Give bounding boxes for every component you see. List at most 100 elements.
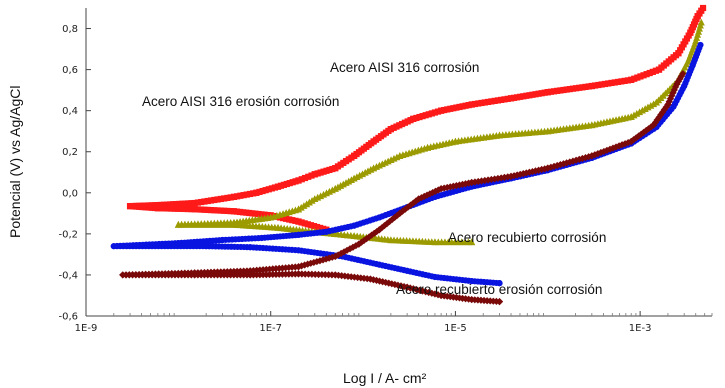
series-marker: [307, 259, 315, 267]
series-marker: [647, 123, 655, 131]
data-point: [247, 244, 254, 251]
series-marker: [237, 192, 244, 199]
series-marker: [443, 183, 451, 192]
data-point: [267, 213, 275, 221]
series-marker: [449, 182, 457, 190]
series-marker: [161, 205, 168, 212]
data-point: [627, 137, 635, 146]
data-point: [332, 165, 339, 172]
series-marker: [672, 83, 680, 91]
data-point: [366, 275, 374, 283]
series-marker: [429, 188, 437, 197]
series-marker: [566, 86, 573, 93]
series-marker: [373, 227, 381, 236]
data-point: [110, 243, 117, 250]
series-marker: [484, 176, 492, 184]
data-point: [154, 202, 161, 209]
data-point: [697, 41, 704, 49]
data-point: [655, 66, 663, 73]
series-marker: [194, 199, 201, 206]
x-tick-label: 1E-5: [444, 323, 467, 334]
series-marker: [207, 206, 215, 214]
series-marker: [585, 153, 593, 161]
data-point: [311, 195, 319, 203]
data-point: [351, 222, 358, 229]
data-point: [468, 178, 476, 187]
series-layer: [110, 4, 707, 306]
series-marker: [375, 277, 384, 285]
annotation-aisi316-corrosion: Acero AISI 316 corrosión: [330, 60, 479, 75]
data-point: [119, 271, 127, 279]
data-point: [370, 138, 377, 145]
series-marker: [601, 80, 609, 88]
data-point: [468, 295, 476, 304]
series-marker: [522, 169, 530, 177]
series-diamond: [119, 70, 687, 306]
data-point: [350, 174, 358, 182]
data-point: [376, 261, 383, 268]
data-point: [295, 218, 302, 225]
series-marker: [301, 261, 309, 269]
series-marker: [550, 88, 558, 95]
data-point: [375, 226, 383, 234]
series-marker: [475, 100, 482, 107]
data-point: [689, 62, 696, 69]
data-point: [355, 240, 363, 248]
data-point: [331, 184, 339, 192]
series-marker: [557, 87, 564, 94]
series-marker: [425, 288, 433, 297]
data-point: [588, 121, 596, 129]
data-point: [246, 267, 254, 275]
series-marker: [669, 89, 677, 97]
data-point: [544, 127, 552, 135]
series-marker: [305, 198, 313, 206]
series-marker: [298, 176, 305, 183]
data-point: [396, 209, 404, 217]
series-marker: [655, 113, 663, 121]
x-tick-label: 1E-9: [75, 323, 98, 334]
data-point: [495, 131, 503, 139]
data-point: [496, 280, 503, 287]
series-marker: [211, 196, 218, 204]
series-marker: [666, 95, 675, 103]
series-marker: [501, 96, 508, 103]
series-marker: [573, 85, 580, 92]
series-marker: [224, 194, 231, 202]
series-marker: [471, 100, 479, 108]
series-marker: [198, 206, 205, 213]
series-marker: [642, 126, 650, 135]
series-marker: [471, 178, 479, 186]
series-marker: [380, 222, 389, 230]
series-marker: [227, 194, 234, 201]
data-point: [174, 220, 182, 228]
y-tick-label: 0,0: [62, 188, 78, 199]
series-marker: [415, 286, 424, 294]
series-marker: [431, 187, 440, 195]
series-marker: [481, 99, 488, 106]
series-marker: [598, 81, 605, 88]
series-marker: [310, 258, 318, 267]
series-marker: [214, 207, 221, 214]
data-point: [697, 18, 705, 26]
series-marker: [553, 161, 561, 170]
data-point: [628, 76, 635, 83]
data-point: [544, 89, 551, 96]
series-marker: [394, 281, 402, 289]
data-point: [191, 199, 198, 207]
series-marker: [611, 79, 618, 86]
series-marker: [487, 175, 495, 184]
annotation-coated-erosion-corrosion: Acero recubierto erosión corrosión: [396, 282, 602, 297]
series-marker: [181, 205, 188, 213]
data-point: [437, 291, 445, 300]
series-marker: [579, 84, 586, 91]
series-marker: [494, 174, 502, 183]
data-point: [253, 189, 260, 196]
data-point: [679, 70, 687, 78]
series-marker: [595, 81, 602, 89]
series-marker: [621, 140, 629, 148]
series-marker: [211, 207, 218, 214]
series-marker: [618, 141, 626, 149]
data-point: [664, 100, 672, 109]
series-marker: [560, 86, 567, 94]
series-marker: [531, 167, 540, 175]
